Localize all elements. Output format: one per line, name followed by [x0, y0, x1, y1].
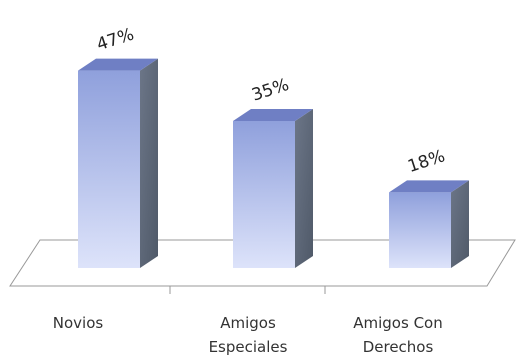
- bar-2: [389, 180, 469, 268]
- category-labels: Novios Amigos Especiales Amigos Con Derechos: [53, 314, 443, 356]
- bar-front: [389, 192, 451, 268]
- bar-top: [78, 58, 158, 71]
- bar-side: [451, 180, 469, 268]
- category-label: Especiales: [209, 338, 288, 356]
- category-label: Derechos: [363, 338, 434, 356]
- bar-front: [233, 121, 295, 268]
- category-label: Amigos: [220, 314, 276, 332]
- category-label: Amigos Con: [353, 314, 442, 332]
- floor-outline: [9, 239, 516, 287]
- data-label: 35%: [249, 75, 291, 106]
- bar-side: [295, 109, 313, 268]
- bar-0: [78, 58, 158, 268]
- bar-front: [78, 70, 140, 268]
- chart-floor: [9, 239, 516, 294]
- bars-group: 47% 35% 18%: [78, 24, 469, 268]
- bar-1: [233, 109, 313, 268]
- data-label: 47%: [94, 24, 136, 55]
- bar-top: [389, 180, 469, 193]
- data-label: 18%: [405, 146, 447, 177]
- category-label: Novios: [53, 314, 104, 332]
- bar-side: [140, 58, 158, 268]
- bar-top: [233, 109, 313, 121]
